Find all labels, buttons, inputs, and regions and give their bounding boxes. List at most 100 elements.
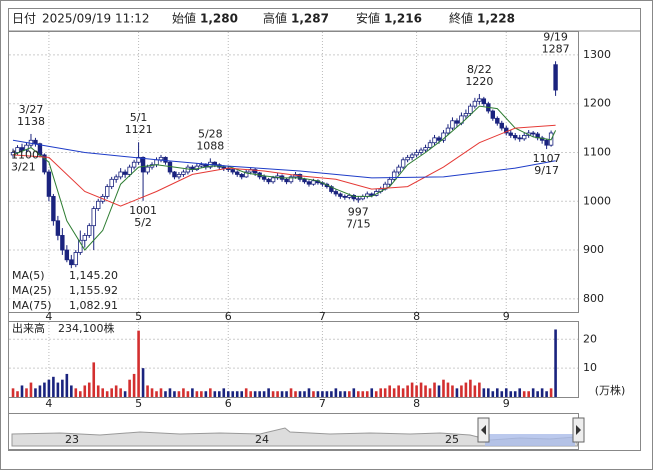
candle-body [96, 200, 101, 209]
volume-bar [495, 388, 499, 397]
volume-bar [155, 391, 158, 397]
volume-bar [370, 388, 374, 397]
candle-body [60, 235, 65, 251]
candle-body [104, 186, 110, 197]
volume-bar [20, 385, 24, 397]
volume-bar [491, 391, 495, 397]
annotation-date: 9/17 [534, 164, 559, 177]
volume-bar [522, 391, 526, 397]
candle-body [490, 110, 496, 119]
volume-bar [253, 391, 257, 397]
volume-bar [92, 362, 96, 397]
volume-bar [504, 388, 508, 397]
volume-subtitle: 234,100株 [58, 321, 115, 335]
candle-body [347, 195, 352, 198]
x-tick-label: 5 [135, 397, 142, 410]
candle-body [46, 171, 52, 197]
candle-body [109, 178, 114, 188]
volume-bar [271, 391, 275, 397]
legend-bg [10, 268, 118, 282]
x-tick-label: 7 [319, 397, 326, 410]
candle-body [472, 100, 478, 107]
annotation-value: 1001 [129, 204, 157, 217]
volume-bar [217, 391, 221, 397]
handle-arrow [481, 425, 486, 435]
volume-bar [249, 391, 252, 397]
volume-bar [500, 391, 504, 397]
volume-bar [128, 379, 131, 397]
candle-body [64, 249, 70, 261]
candle-body [436, 137, 442, 141]
volume-bar [419, 382, 423, 397]
candle-body [127, 166, 132, 175]
volume-bar [87, 382, 91, 397]
volume-bar [415, 385, 418, 397]
candle-body [311, 180, 316, 185]
volume-bar [352, 388, 356, 397]
volume-bar [554, 329, 557, 397]
candle-body [55, 220, 61, 236]
candle-body [423, 147, 428, 151]
volume-bar [276, 391, 279, 397]
candle-body [513, 135, 518, 139]
candle-body [369, 193, 374, 196]
annotation-date: 5/2 [134, 216, 152, 229]
volume-bar [509, 391, 513, 397]
volume-bar [460, 385, 463, 397]
volume-bar [307, 388, 311, 397]
candle-body [517, 137, 522, 140]
navigator-range[interactable] [485, 434, 575, 446]
candle-body [400, 159, 406, 168]
volume-panel [8, 321, 579, 398]
candle-body [113, 176, 119, 180]
volume-bar [540, 388, 544, 397]
ma-line [12, 139, 556, 179]
volume-bar [119, 388, 122, 397]
volume-bar [321, 391, 324, 397]
volume-bar [231, 391, 235, 397]
candle-body [450, 120, 455, 129]
candle-body [544, 139, 549, 146]
candle-body [82, 235, 87, 241]
candle-body [158, 156, 164, 161]
volume-bar [244, 388, 248, 397]
candle-body [351, 195, 357, 200]
ma-line [12, 124, 556, 207]
candle-body [118, 171, 123, 178]
candle-body [266, 178, 271, 183]
annotation-value: 1138 [17, 115, 45, 128]
ma-line [12, 105, 557, 251]
volume-bar [200, 391, 203, 397]
candle-body [508, 132, 513, 136]
volume-bar [101, 388, 105, 397]
candle-body [432, 137, 437, 144]
volume-unit: (万株) [595, 383, 626, 397]
candle-body [19, 147, 25, 151]
volume-bar [280, 391, 284, 397]
volume-bar [146, 385, 149, 397]
candle-body [131, 161, 137, 168]
annotation-value: 1100 [11, 148, 39, 161]
annotation-date: 3/21 [11, 160, 36, 173]
candle-body [553, 64, 558, 91]
candle-body [87, 225, 92, 236]
volume-bar [348, 391, 351, 397]
volume-bar [531, 388, 535, 397]
volume-bar [222, 388, 226, 397]
volume-bar [325, 391, 329, 397]
volume-bar [343, 391, 347, 397]
navigator-label: 24 [255, 433, 269, 446]
volume-bar [258, 391, 261, 397]
field-label: 終値 [449, 11, 473, 26]
date-label: 日付 [12, 12, 36, 26]
volume-bar [482, 388, 486, 397]
volume-bar [61, 379, 64, 397]
candle-body [154, 159, 159, 166]
annotation-value: 1107 [533, 152, 561, 165]
volume-bar [150, 388, 154, 397]
volume-bar [473, 385, 477, 397]
volume-bar [110, 388, 113, 397]
x-tick-label: 4 [45, 397, 52, 410]
candle-body [396, 166, 401, 173]
